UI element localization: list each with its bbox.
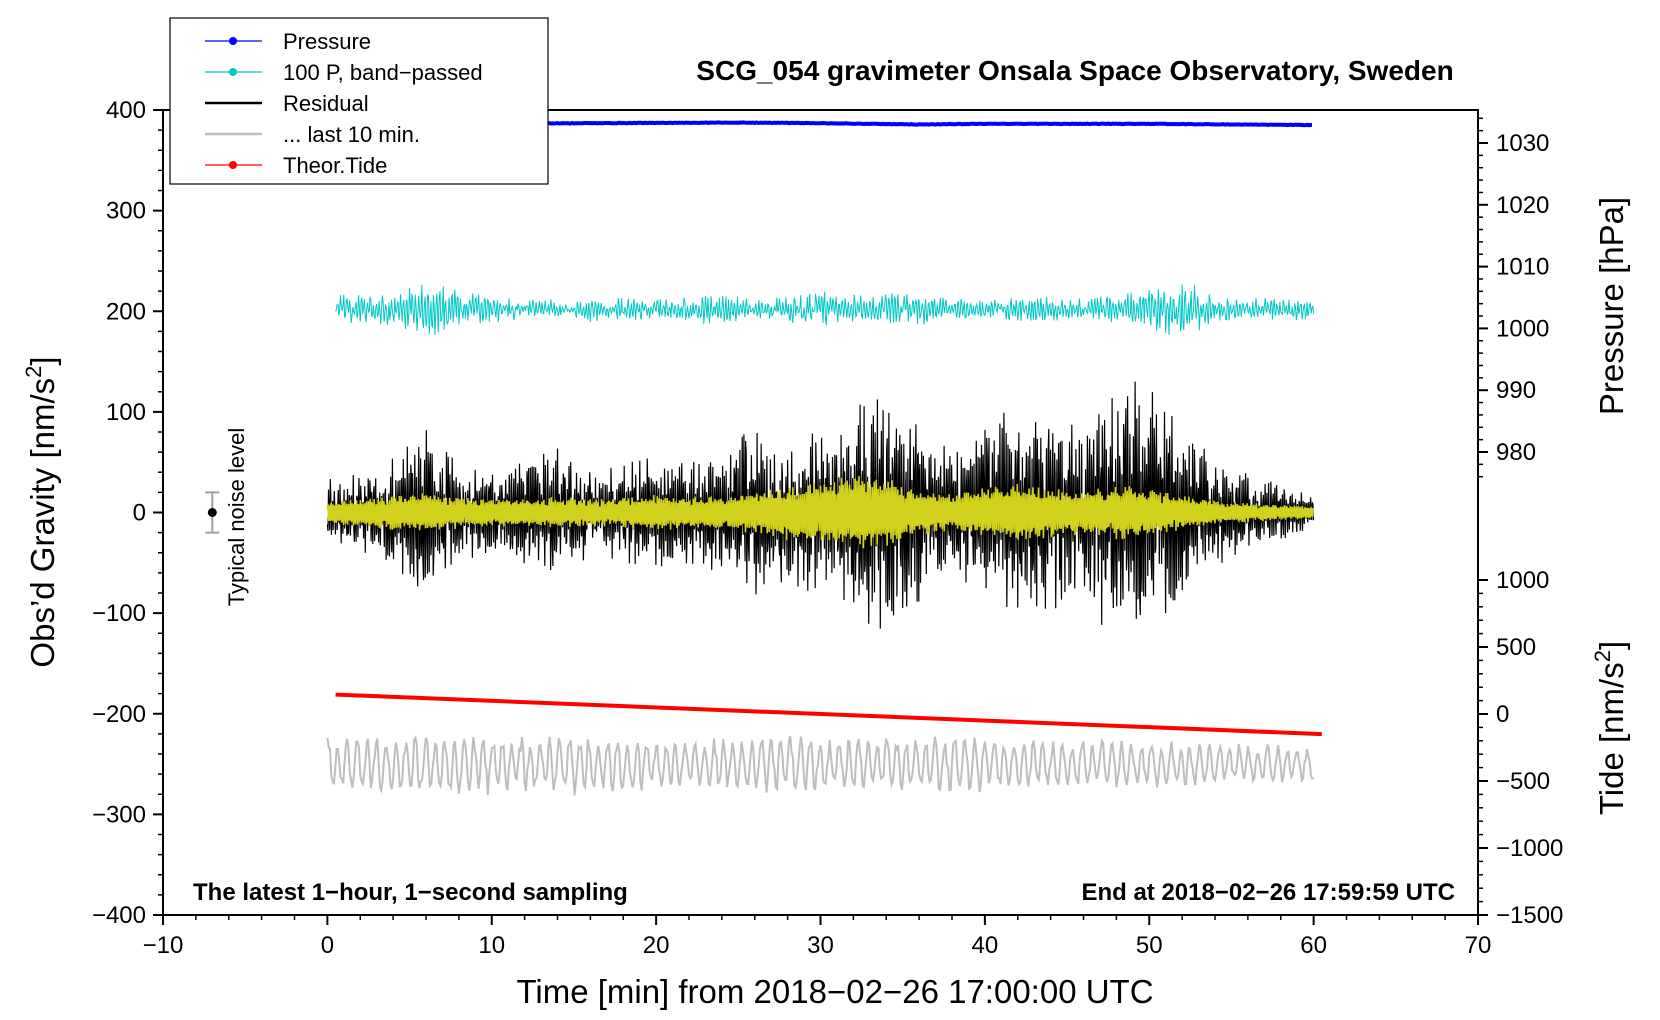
legend-label: Pressure (283, 29, 371, 54)
y-axis-label-left: Obs’d Gravity [nm/s2] (21, 356, 61, 667)
x-tick-label: 20 (643, 932, 670, 959)
y-tick-label: 200 (106, 298, 146, 325)
pressure-tick-label: 1030 (1496, 130, 1549, 157)
y-tick-label: 100 (106, 399, 146, 426)
axes: −10 0 10 20 30 40 50 60 704003002001000−100−200−… (92, 97, 1563, 959)
tide-tick-label: −1000 (1496, 835, 1563, 862)
noise-level-label: Typical noise level (224, 428, 249, 607)
plot-area (205, 120, 1322, 796)
x-tick-label: 50 (1136, 932, 1163, 959)
pressure-tick-label: 1000 (1496, 315, 1549, 342)
x-tick-label: 40 (972, 932, 999, 959)
y-tick-label: −100 (92, 600, 146, 627)
y-tick-label: −400 (92, 902, 146, 929)
tide-tick-label: −500 (1496, 768, 1550, 795)
x-tick-label: 0 (321, 932, 334, 959)
annotation-end-time: End at 2018−02−26 17:59:59 UTC (1081, 879, 1455, 906)
x-axis-label: Time [min] from 2018−02−26 17:00:00 UTC (516, 973, 1153, 1010)
pressure-tick-label: 1020 (1496, 192, 1549, 219)
x-tick-label: −10 (143, 932, 184, 959)
last-10-min-series-line (326, 735, 1314, 796)
pressure-tick-label: 980 (1496, 439, 1536, 466)
legend-label: 100 P, band−passed (283, 60, 483, 85)
legend-box (169, 17, 549, 185)
y-tick-label: 0 (133, 500, 146, 527)
y-tick-label: −300 (92, 801, 146, 828)
pressure-tick-label: 990 (1496, 377, 1536, 404)
legend-marker (229, 161, 237, 169)
tide-tick-label: −1500 (1496, 902, 1563, 929)
tide-tick-label: 1000 (1496, 567, 1549, 594)
x-tick-label: 30 (807, 932, 834, 959)
y-tick-label: 400 (106, 97, 146, 124)
y-tick-label: −200 (92, 701, 146, 728)
legend-label: Theor.Tide (283, 153, 387, 178)
residual-filtered-series-line (326, 476, 1314, 549)
legend-marker (229, 37, 237, 45)
x-tick-label: 60 (1300, 932, 1327, 959)
pressure-tick-label: 1010 (1496, 254, 1549, 281)
legend: Pressure 100 P, band−passed Residual ... la… (169, 17, 549, 185)
tide-tick-label: 500 (1496, 634, 1536, 661)
annotation-sampling: The latest 1−hour, 1−second sampling (193, 879, 628, 906)
x-tick-label: 70 (1465, 932, 1492, 959)
y-axis-label-pressure: Pressure [hPa] (1593, 197, 1630, 415)
band-passed-pressure-series-line (335, 284, 1315, 336)
chart-title: SCG_054 gravimeter Onsala Space Observat… (696, 55, 1453, 86)
x-tick-label: 10 (478, 932, 505, 959)
legend-label: ... last 10 min. (283, 122, 420, 147)
y-axis-label-tide: Tide [nm/s2] (1590, 641, 1630, 815)
y-tick-label: 300 (106, 198, 146, 225)
noise-point (207, 508, 217, 517)
legend-label: Residual (283, 91, 369, 116)
tide-series-line (335, 692, 1322, 737)
tide-tick-label: 0 (1496, 701, 1509, 728)
legend-marker (229, 68, 237, 76)
